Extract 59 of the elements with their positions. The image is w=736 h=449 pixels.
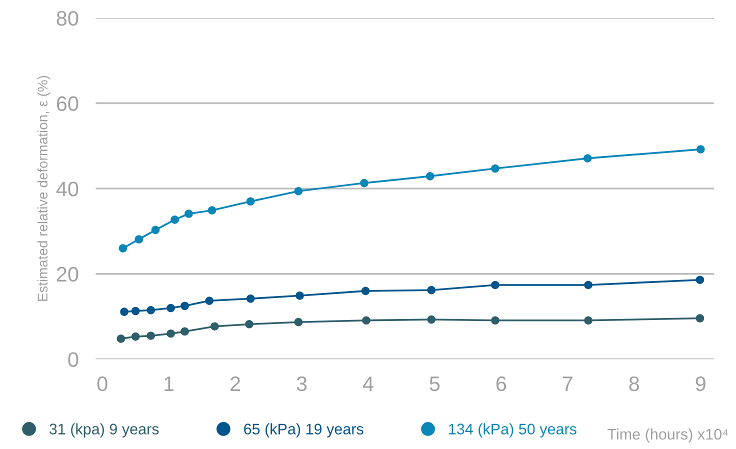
point — [208, 206, 216, 214]
x-tick-label: 8 — [629, 376, 640, 392]
point — [184, 210, 193, 218]
point — [427, 286, 436, 294]
point — [118, 244, 128, 252]
point — [134, 235, 144, 244]
x-tick-label: 7 — [562, 376, 572, 391]
y-axis-title: Estimated relative deformation, ε (%) — [37, 76, 50, 301]
x-tick-label: 1 — [164, 376, 174, 391]
legend-label: 134 (kPa) 50 years — [449, 423, 576, 438]
point — [491, 316, 500, 325]
y-tick-label: 20 — [56, 266, 78, 282]
point — [180, 302, 189, 310]
point — [696, 276, 704, 284]
point — [360, 178, 368, 188]
point — [116, 334, 126, 343]
point — [166, 329, 175, 338]
point — [584, 280, 592, 290]
x-tick-label: 3 — [296, 376, 307, 392]
point — [120, 308, 128, 316]
point — [246, 197, 255, 206]
point — [696, 314, 704, 322]
point — [180, 327, 189, 336]
point — [584, 316, 592, 325]
point — [427, 315, 436, 324]
y-tick-label: 60 — [56, 96, 78, 112]
y-tick-label: 0 — [68, 352, 78, 367]
point — [210, 322, 219, 331]
y-tick-label: 40 — [56, 182, 78, 196]
x-tick-label: 4 — [362, 376, 374, 391]
point — [491, 164, 500, 173]
point — [362, 316, 370, 325]
point — [146, 306, 156, 314]
point — [166, 304, 175, 312]
point — [696, 145, 705, 154]
point — [426, 172, 434, 180]
point — [151, 226, 160, 234]
point — [296, 291, 304, 300]
point — [245, 320, 254, 328]
x-axis-title: Time (hours) x10⁴ — [608, 428, 728, 443]
point — [491, 280, 500, 290]
x-tick-label: 5 — [430, 376, 440, 392]
point — [170, 216, 179, 224]
x-tick-label: 9 — [696, 376, 706, 392]
point — [146, 332, 156, 340]
point — [131, 306, 140, 316]
point — [205, 296, 214, 305]
x-tick-label: 2 — [230, 376, 240, 391]
y-tick-label: 80 — [56, 10, 78, 26]
point — [361, 286, 370, 296]
point — [131, 332, 140, 341]
point — [294, 186, 303, 196]
point — [583, 154, 592, 162]
legend-label: 31 (kpa) 9 years — [49, 423, 159, 438]
x-tick-label: 0 — [97, 376, 108, 392]
legend-label: 65 (kPa) 19 years — [244, 423, 364, 438]
point — [246, 294, 255, 303]
x-tick-label: 6 — [496, 376, 506, 392]
point — [294, 318, 303, 326]
